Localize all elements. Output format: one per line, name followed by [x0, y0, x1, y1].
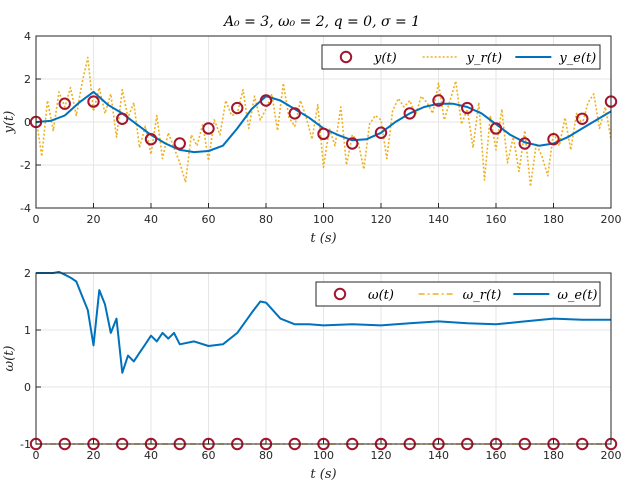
p0-y-tick-label: -4 — [20, 202, 31, 215]
p1-x-tick-label: 120 — [371, 449, 392, 462]
p0-legend-label-y-r-t-: y_r(t) — [466, 51, 502, 66]
p0-x-tick-label: 0 — [33, 213, 40, 226]
p0-x-tick-label: 120 — [371, 213, 392, 226]
p0-marker-y-t- — [403, 107, 416, 120]
p1-line--e-t- — [36, 271, 611, 374]
p1-legend-label--r-t-: ω_r(t) — [463, 288, 502, 303]
p0-marker-y-t- — [144, 133, 158, 146]
p0-y-axis-label: y(t) — [2, 111, 17, 135]
p0-y-tick-label: 4 — [24, 30, 31, 43]
p1-x-tick-label: 180 — [543, 449, 564, 462]
p0-y-tick-label: 2 — [24, 73, 31, 86]
p0-marker-y-t- — [259, 94, 273, 107]
p0-x-tick-label: 140 — [428, 213, 449, 226]
p1-legend: ω(t) ω_r(t) ω_e(t) — [315, 281, 601, 307]
p0-x-tick-label: 60 — [202, 213, 216, 226]
p0-x-tick-label: 40 — [144, 213, 158, 226]
p0-y-tick-label: 0 — [24, 116, 31, 129]
p1-x-tick-label: 200 — [601, 449, 622, 462]
plot-y: 0 20 40 60 80 100 120 140 160 180 200 -4 -2 0 2 4 t (s) y… — [2, 30, 622, 246]
p0-legend-marker-y-t- — [339, 50, 353, 64]
p0-legend-label-y-e-t-: y_e(t) — [558, 51, 596, 66]
p0-x-axis-label: t (s) — [310, 231, 336, 246]
p0-marker-y-t- — [87, 95, 100, 108]
p1-legend-label--e-t-: ω_e(t) — [557, 288, 597, 303]
p1-x-tick-label: 0 — [33, 449, 40, 462]
p1-x-tick-label: 40 — [144, 449, 158, 462]
p0-marker-y-t- — [374, 126, 388, 139]
p0-marker-y-t- — [58, 97, 71, 110]
p1-x-axis-label: t (s) — [310, 467, 336, 482]
p0-x-tick-label: 80 — [259, 213, 273, 226]
p1-y-tick-label: 0 — [24, 381, 31, 394]
p0-marker-y-t- — [547, 133, 560, 146]
p1-legend-marker--t- — [333, 287, 347, 301]
p0-marker-y-t- — [346, 137, 359, 150]
p1-y-tick-label: 2 — [24, 267, 31, 280]
p0-marker-y-t- — [173, 137, 186, 150]
p0-marker-y-t- — [231, 101, 244, 115]
p1-x-tick-label: 160 — [486, 449, 507, 462]
p1-legend-label--t-: ω(t) — [368, 288, 394, 303]
p1-x-tick-label: 20 — [87, 449, 101, 462]
p1-y-tick-label: -1 — [20, 438, 31, 451]
p0-y-tick-label: -2 — [20, 159, 31, 172]
p1-y-axis-label: ω(t) — [2, 346, 17, 372]
p1-y-tick-label: 1 — [24, 324, 31, 337]
p1-legend-box — [315, 281, 601, 307]
p0-marker-y-t- — [317, 127, 330, 141]
p0-marker-y-t- — [576, 112, 589, 125]
p0-x-tick-label: 160 — [486, 213, 507, 226]
p0-legend: y(t) y_r(t) y_e(t) — [321, 44, 601, 70]
p0-marker-y-t- — [202, 122, 215, 135]
chart-title: A₀ = 3, ω₀ = 2, q = 0, σ = 1 — [222, 14, 420, 30]
p0-x-tick-label: 200 — [601, 213, 622, 226]
p0-x-tick-label: 100 — [313, 213, 334, 226]
p1-x-tick-label: 100 — [313, 449, 334, 462]
p0-marker-y-t- — [432, 94, 445, 107]
p0-marker-y-t- — [288, 107, 301, 120]
p1-x-tick-label: 140 — [428, 449, 449, 462]
p0-marker-y-t- — [518, 137, 531, 150]
p0-marker-y-t- — [489, 122, 503, 135]
p1-x-tick-label: 60 — [202, 449, 216, 462]
p0-legend-box — [321, 44, 601, 70]
p0-marker-y-t- — [461, 101, 474, 115]
p0-line-y-r-t- — [36, 56, 611, 188]
p0-marker-y-t- — [116, 112, 129, 125]
p0-legend-label-y-t-: y(t) — [373, 51, 397, 66]
p0-x-tick-label: 20 — [87, 213, 101, 226]
p1-x-tick-label: 80 — [259, 449, 273, 462]
p0-x-tick-label: 180 — [543, 213, 564, 226]
